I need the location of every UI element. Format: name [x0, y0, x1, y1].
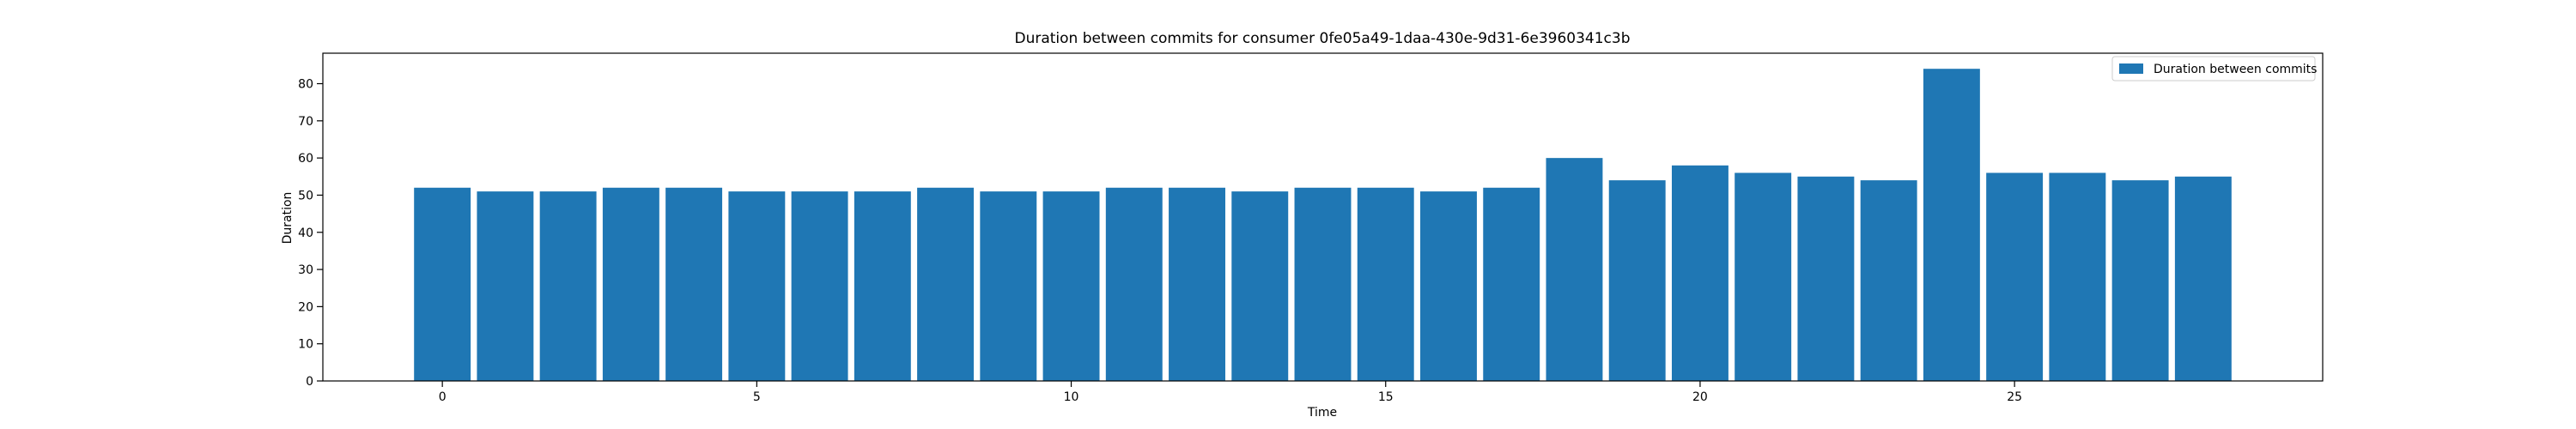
y-tick-label: 50	[298, 189, 313, 202]
legend-label: Duration between commits	[2154, 63, 2317, 76]
bar	[1608, 180, 1666, 381]
y-tick-label: 70	[298, 115, 313, 129]
bar	[1735, 172, 1792, 381]
bar	[1357, 187, 1414, 381]
x-axis-label: Time	[1307, 406, 1337, 420]
axes-frame	[322, 52, 2324, 382]
x-tick-label: 25	[2007, 390, 2022, 404]
bar	[917, 187, 975, 381]
bar	[1420, 191, 1477, 381]
bar	[477, 191, 534, 381]
bar	[1042, 191, 1100, 381]
bar	[414, 187, 471, 381]
y-tick-label: 0	[306, 375, 313, 389]
y-tick-label: 30	[298, 263, 313, 277]
bar	[665, 187, 723, 381]
axes: 0 5 10 15 20 25 0 10 20 30 40 50 60 70 80	[298, 52, 2324, 404]
bar	[602, 187, 659, 381]
bar	[1860, 180, 1917, 381]
y-tick-label: 40	[298, 227, 313, 240]
bar	[1105, 187, 1163, 381]
bars	[414, 69, 2232, 381]
x-tick-label: 5	[753, 390, 761, 404]
y-tick-label: 60	[298, 152, 313, 166]
x-tick-label: 15	[1378, 390, 1394, 404]
bar	[1671, 165, 1728, 381]
chart-title: Duration between commits for consumer 0f…	[1014, 30, 1630, 47]
bar	[1923, 69, 1980, 381]
x-tick-label: 20	[1692, 390, 1708, 404]
y-axis-label: Duration	[281, 192, 295, 245]
legend-swatch	[2119, 63, 2143, 74]
x-tick-label: 10	[1064, 390, 1079, 404]
legend: Duration between commits	[2111, 56, 2317, 82]
legend-frame	[2111, 56, 2316, 82]
bar	[1986, 172, 2044, 381]
bar	[2049, 172, 2106, 381]
bar	[1294, 187, 1352, 381]
bar	[1546, 158, 1603, 381]
bar	[791, 191, 848, 381]
bar	[1483, 187, 1540, 381]
bar	[854, 191, 911, 381]
bar	[1169, 187, 1225, 381]
x-tick-label: 0	[439, 390, 447, 404]
bar	[2111, 180, 2169, 381]
bar	[980, 191, 1037, 381]
bar	[1797, 176, 1855, 381]
bar	[728, 191, 786, 381]
y-tick-label: 20	[298, 300, 313, 314]
y-tick-label: 10	[298, 338, 313, 352]
bar	[2174, 176, 2232, 381]
bar	[1231, 191, 1289, 381]
y-tick-label: 80	[298, 78, 313, 92]
bar	[539, 191, 597, 381]
